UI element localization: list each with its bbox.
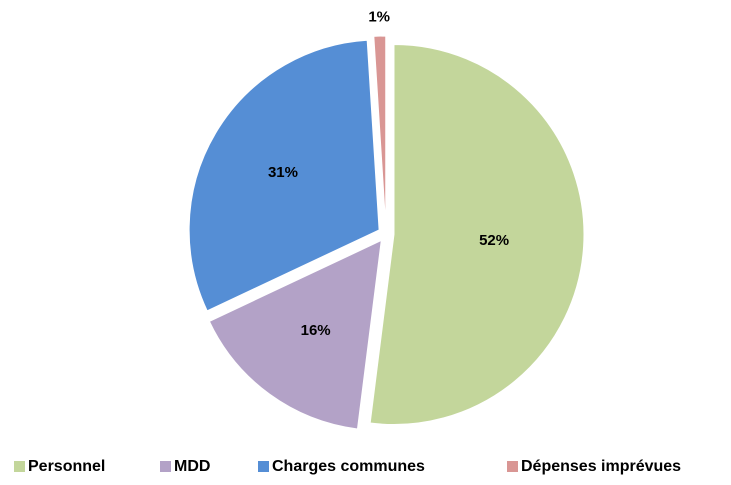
legend-label: MDD (174, 458, 210, 475)
pie-slice (369, 44, 585, 425)
data-label: 52% (479, 232, 509, 249)
data-label: 1% (368, 8, 390, 25)
pie-slice (208, 239, 382, 430)
legend-swatch (258, 461, 269, 472)
legend-swatch (507, 461, 518, 472)
legend-swatch (14, 461, 25, 472)
legend-label: Dépenses imprévues (521, 458, 681, 475)
pie-slice (188, 39, 380, 312)
pie-slice (373, 35, 387, 227)
legend-swatch (160, 461, 171, 472)
data-label: 16% (301, 322, 331, 339)
legend-label: Charges communes (272, 458, 425, 475)
legend-label: Personnel (28, 458, 105, 475)
data-label: 31% (268, 164, 298, 181)
